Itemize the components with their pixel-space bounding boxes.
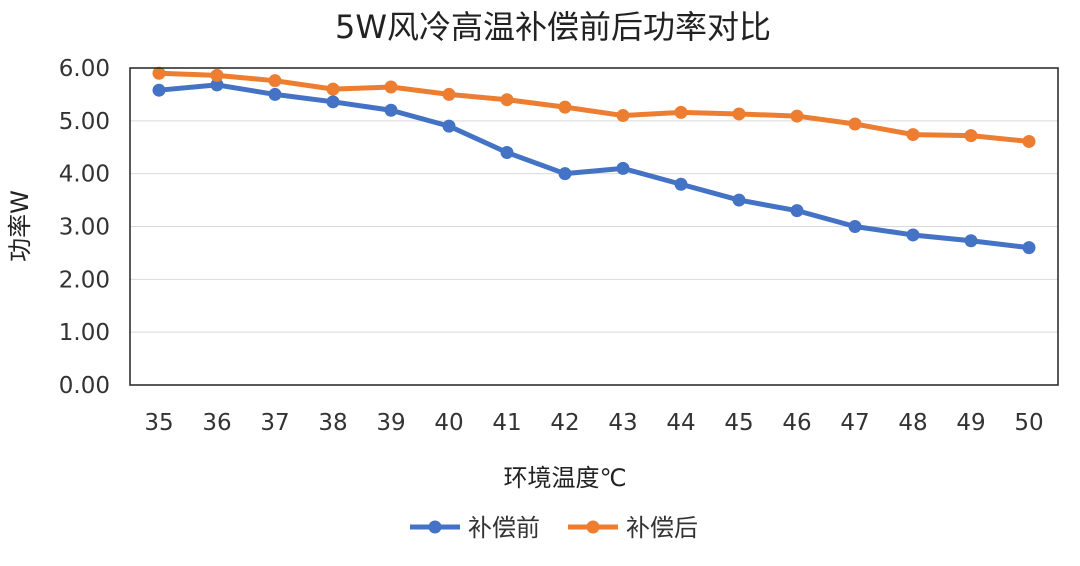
y-tick-label: 6.00	[59, 56, 110, 82]
data-point	[732, 193, 746, 207]
legend: 补偿前 补偿后	[410, 514, 698, 542]
y-tick-label: 0.00	[59, 373, 110, 399]
x-tick-label: 38	[318, 410, 347, 436]
x-tick-label: 42	[550, 410, 579, 436]
data-point	[1022, 241, 1036, 255]
data-point	[558, 167, 572, 181]
series-1	[152, 78, 1036, 255]
x-tick-label: 36	[202, 410, 231, 436]
x-tick-label: 50	[1014, 410, 1043, 436]
data-point	[616, 161, 630, 175]
x-tick-label: 41	[492, 410, 521, 436]
data-point	[210, 78, 224, 92]
data-point	[268, 87, 282, 101]
data-point	[442, 119, 456, 133]
legend-label: 补偿前	[468, 514, 540, 542]
y-axis-ticks: 0.00 1.00 2.00 3.00 4.00 5.00 6.00	[59, 56, 110, 399]
x-axis-ticks: 35 36 37 38 39 40 41 42 43 44 45 46 47 48 49 50	[144, 410, 1043, 436]
x-tick-label: 40	[434, 410, 463, 436]
data-point	[964, 129, 978, 143]
x-tick-label: 46	[782, 410, 811, 436]
data-point	[442, 87, 456, 101]
x-axis-title: 环境温度℃	[504, 464, 627, 492]
x-tick-label: 47	[840, 410, 869, 436]
x-tick-label: 39	[376, 410, 405, 436]
data-point	[326, 82, 340, 96]
data-point	[674, 105, 688, 119]
y-tick-label: 2.00	[59, 267, 110, 293]
data-point	[500, 93, 514, 107]
x-tick-label: 43	[608, 410, 637, 436]
grid-lines	[130, 120, 1058, 333]
y-tick-label: 5.00	[59, 109, 110, 135]
series-2	[152, 66, 1036, 148]
data-point	[500, 146, 514, 160]
data-point	[906, 228, 920, 242]
x-tick-label: 44	[666, 410, 695, 436]
data-point	[848, 220, 862, 233]
data-point	[964, 234, 978, 248]
plot-area-frame	[129, 67, 1059, 386]
data-point	[152, 66, 166, 80]
data-point	[210, 68, 224, 82]
legend-item: 补偿后	[568, 514, 698, 542]
data-point	[152, 83, 166, 97]
series-line	[156, 70, 1032, 144]
data-point	[268, 74, 282, 88]
legend-dot-marker	[428, 520, 442, 534]
legend-label: 补偿后	[626, 514, 698, 542]
x-tick-label: 48	[898, 410, 927, 436]
data-point	[848, 117, 862, 131]
y-axis-title: 功率W	[6, 190, 34, 262]
legend-dot-marker	[586, 520, 600, 534]
x-tick-label: 37	[260, 410, 289, 436]
data-point	[906, 128, 920, 142]
y-tick-label: 3.00	[59, 215, 110, 241]
series-lines	[152, 66, 1036, 255]
data-point	[674, 177, 688, 191]
data-point	[790, 109, 804, 123]
data-point	[558, 100, 572, 114]
data-point	[732, 107, 746, 121]
x-tick-label: 35	[144, 410, 173, 436]
data-point	[616, 109, 630, 123]
x-tick-label: 45	[724, 410, 753, 436]
series-line	[156, 82, 1032, 251]
data-point	[384, 80, 398, 94]
data-point	[384, 103, 398, 117]
data-point	[326, 95, 340, 109]
y-tick-label: 1.00	[59, 320, 110, 346]
chart-title: 5W风冷高温补偿前后功率对比	[335, 8, 771, 46]
data-point	[790, 204, 804, 218]
data-point	[1022, 134, 1036, 148]
y-tick-label: 4.00	[59, 162, 110, 188]
legend-item: 补偿前	[410, 514, 540, 542]
x-tick-label: 49	[956, 410, 985, 436]
